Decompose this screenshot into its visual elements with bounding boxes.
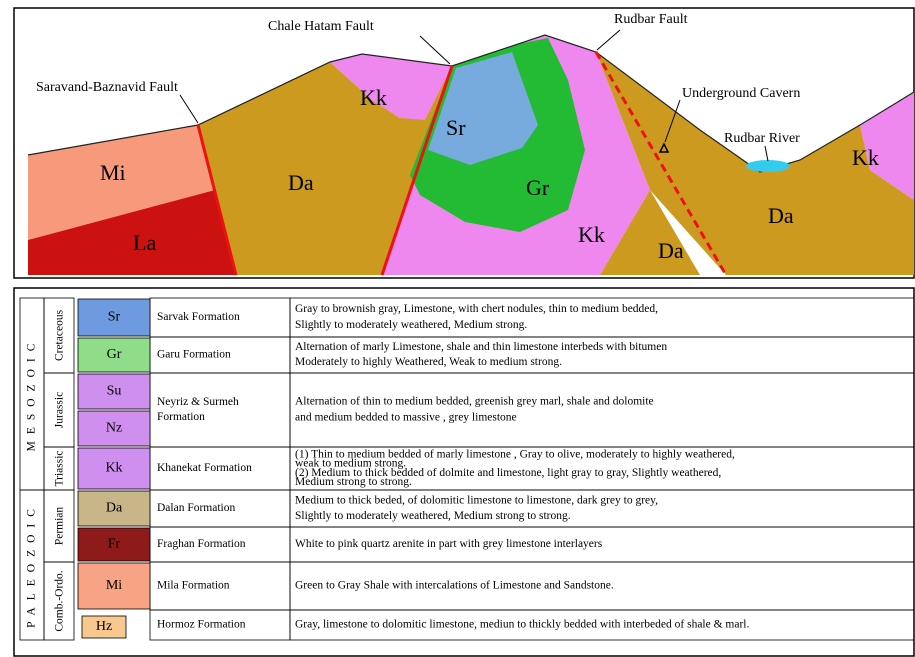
- formation-description: Slightly to moderately weathered, Medium…: [295, 510, 571, 522]
- formation-label: Da: [658, 238, 684, 263]
- formation-label: La: [133, 230, 156, 255]
- code-label: Hz: [96, 619, 112, 634]
- fault-label: Rudbar Fault: [614, 12, 688, 27]
- formation-description: Green to Gray Shale with intercalations …: [295, 580, 614, 592]
- era-label: MESOZOIC: [26, 337, 38, 452]
- code-label: Sr: [108, 310, 121, 325]
- period-label: Triassic: [54, 451, 66, 487]
- formation-description: Moderately to highly Weathered, Weak to …: [295, 356, 562, 368]
- formation-name: Neyriz & Surmeh: [157, 396, 239, 408]
- formation-description: Medium strong to strong.: [295, 476, 412, 488]
- feature-label: Underground Cavern: [682, 86, 800, 101]
- formation-description: Gray to brownish gray, Limestone, with c…: [295, 303, 658, 315]
- formation-description: and medium bedded to massive , grey lime…: [295, 412, 517, 424]
- formation-label: Da: [768, 203, 794, 228]
- formation-label: Kk: [852, 145, 879, 170]
- page: {"section": { "labels": ["Mi", "La", "Da…: [0, 0, 915, 657]
- code-label: Kk: [105, 461, 122, 476]
- formation-description: Gray, limestone to dolomitic limestone, …: [295, 619, 749, 631]
- formation-label: Da: [288, 170, 314, 195]
- formation-name: Formation: [157, 411, 205, 423]
- code-label: Mi: [106, 578, 122, 593]
- period-label: Jurassic: [54, 392, 66, 428]
- river: [746, 160, 790, 172]
- code-label: Su: [107, 384, 122, 399]
- era-label: PALEOZOIC: [26, 502, 38, 628]
- formation-name: Mila Formation: [157, 580, 230, 592]
- code-label: Fr: [108, 537, 121, 552]
- code-label: Da: [106, 501, 123, 516]
- formation-description: White to pink quartz arenite in part wit…: [295, 538, 603, 550]
- formation-name: Hormoz Formation: [157, 619, 246, 631]
- formation-name: Garu Formation: [157, 349, 231, 361]
- formation-label: Mi: [100, 160, 126, 185]
- formation-description: Alternation of marly Limestone, shale an…: [295, 341, 667, 353]
- formation-name: Dalan Formation: [157, 502, 235, 514]
- feature-label: Rudbar River: [724, 131, 800, 146]
- fault-label: Saravand-Baznavid Fault: [36, 80, 178, 95]
- code-label: Gr: [107, 347, 122, 362]
- formation-name: Sarvak Formation: [157, 311, 240, 323]
- formation-label: Sr: [446, 115, 466, 140]
- figure: Saravand-Baznavid Fault Chale Hatam Faul…: [0, 0, 915, 657]
- formation-label: Gr: [526, 175, 550, 200]
- formation-label: Kk: [578, 222, 605, 247]
- period-label: Permian: [54, 507, 66, 546]
- formation-description: Alternation of thin to medium bedded, gr…: [295, 396, 654, 408]
- period-label: Comb.-Ordo.: [54, 570, 66, 631]
- formation-description: Slightly to moderately weathered, Medium…: [295, 319, 527, 331]
- fault-label: Chale Hatam Fault: [268, 19, 374, 34]
- formation-name: Khanekat Formation: [157, 462, 252, 474]
- code-label: Nz: [106, 421, 122, 436]
- formation-name: Fraghan Formation: [157, 538, 246, 550]
- formation-label: Kk: [360, 85, 387, 110]
- period-label: Cretaceous: [54, 309, 66, 361]
- formation-description: Medium to thick beded, of dolomitic lime…: [295, 494, 658, 506]
